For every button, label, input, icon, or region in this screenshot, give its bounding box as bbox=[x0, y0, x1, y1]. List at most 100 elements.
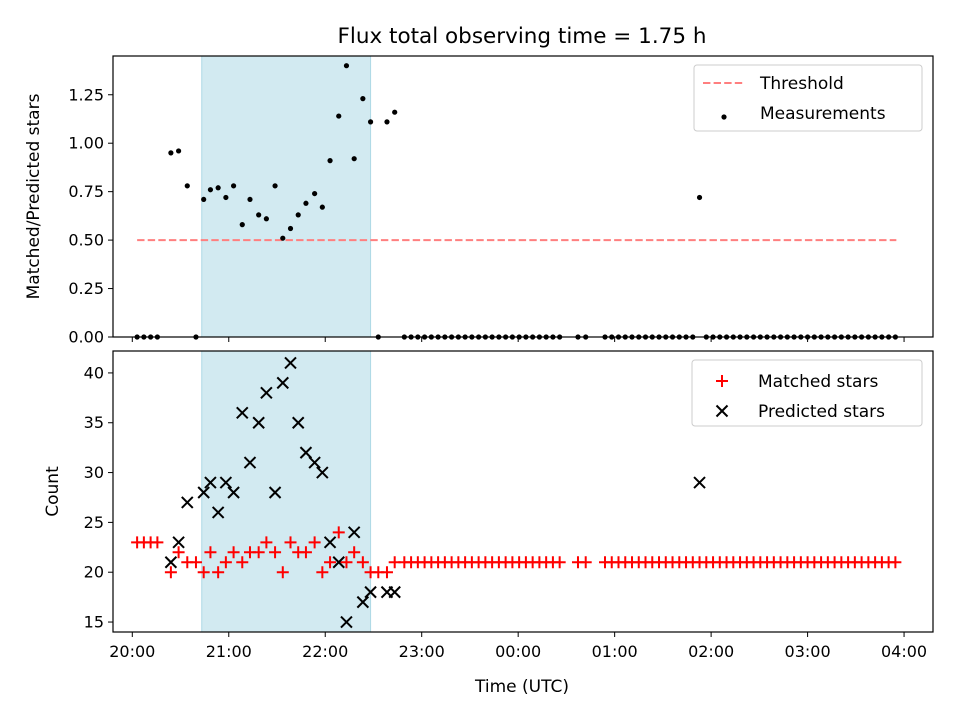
y-axis-label: Count bbox=[43, 466, 63, 517]
matched-star-point bbox=[172, 546, 185, 559]
measurement-point bbox=[223, 194, 229, 201]
predicted-star-point bbox=[276, 376, 289, 390]
legend-label: Measurements bbox=[760, 104, 886, 124]
predicted-star-point bbox=[693, 476, 706, 489]
measurement-point bbox=[312, 190, 318, 197]
measurement-point bbox=[384, 119, 390, 125]
x-tick-label: 23:00 bbox=[399, 642, 445, 661]
predicted-star-point bbox=[204, 476, 217, 489]
measurement-point bbox=[184, 183, 190, 189]
axes-frame bbox=[112, 350, 934, 633]
measurement-point bbox=[272, 183, 278, 189]
x-tick-label: 22:00 bbox=[302, 642, 348, 661]
y-tick-label: 40 bbox=[84, 363, 104, 382]
matched-star-point bbox=[284, 536, 297, 549]
shaded-span bbox=[201, 55, 372, 338]
x-tick-label: 03:00 bbox=[785, 642, 831, 661]
matched-star-point bbox=[204, 546, 217, 559]
matched-star-point bbox=[212, 566, 225, 579]
matched-star-point bbox=[889, 556, 902, 569]
x-axis-label: Time (UTC) bbox=[474, 677, 569, 697]
y-tick-label: 15 bbox=[84, 613, 104, 632]
y-tick-label: 0.00 bbox=[68, 328, 104, 347]
matched-star-point bbox=[553, 556, 566, 569]
series-matched-stars bbox=[131, 526, 902, 579]
matched-star-point bbox=[151, 536, 164, 549]
measurement-point bbox=[230, 183, 237, 189]
matched-star-point bbox=[164, 566, 177, 579]
predicted-star-point bbox=[252, 416, 265, 429]
measurement-point bbox=[247, 196, 253, 203]
predicted-star-point bbox=[284, 356, 297, 370]
predicted-star-point bbox=[340, 615, 353, 629]
x-tick-label: 21:00 bbox=[206, 642, 252, 661]
legend-measurement-marker bbox=[721, 114, 727, 120]
matched-star-point bbox=[348, 546, 361, 559]
measurement-point bbox=[696, 194, 703, 201]
predicted-star-point bbox=[227, 486, 240, 499]
predicted-star-point bbox=[347, 526, 361, 539]
measurement-point bbox=[327, 158, 333, 164]
y-tick-label: 0.75 bbox=[68, 182, 104, 201]
measurement-point bbox=[201, 196, 207, 203]
predicted-star-point bbox=[211, 506, 225, 519]
predicted-star-point bbox=[181, 496, 194, 509]
predicted-star-point bbox=[260, 386, 273, 400]
predicted-star-point bbox=[236, 406, 249, 419]
x-tick-label: 20:00 bbox=[109, 642, 155, 661]
legend: Threshold Measurements bbox=[693, 64, 923, 132]
matched-star-point bbox=[227, 546, 240, 559]
measurement-point bbox=[215, 185, 221, 191]
y-tick-label: 1.00 bbox=[68, 134, 104, 153]
shaded-span bbox=[201, 350, 372, 633]
predicted-star-point bbox=[268, 486, 282, 499]
predicted-star-point bbox=[308, 456, 321, 469]
legend-box bbox=[693, 64, 923, 132]
predicted-star-point bbox=[364, 585, 377, 599]
matched-star-point bbox=[308, 536, 321, 549]
matched-star-point bbox=[219, 556, 232, 569]
legend-predicted-marker bbox=[715, 404, 729, 418]
matched-star-point bbox=[316, 566, 329, 579]
counts-panel: 20:00 21:00 22:00 23:00 00:00 01:00 02:00 03:00… bbox=[43, 350, 934, 661]
matched-star-point bbox=[260, 536, 273, 549]
legend: Matched stars Predicted stars bbox=[691, 359, 923, 427]
measurement-point bbox=[319, 204, 325, 210]
predicted-star-point bbox=[332, 556, 345, 569]
predicted-star-point bbox=[299, 446, 313, 459]
y-tick-label: 0.25 bbox=[68, 279, 104, 298]
measurement-point bbox=[336, 113, 342, 119]
legend-label: Threshold bbox=[759, 74, 844, 94]
y-axis-label: Matched/Predicted stars bbox=[24, 93, 44, 299]
legend-label: Predicted stars bbox=[758, 402, 885, 422]
measurements-panel: 0.00 0.25 0.50 0.75 1.00 1.25 Matched/Predicte… bbox=[24, 55, 934, 347]
x-tick-label: 00:00 bbox=[495, 642, 541, 661]
predicted-star-point bbox=[172, 536, 185, 549]
series-predicted-stars bbox=[164, 356, 706, 629]
matched-star-point bbox=[340, 556, 353, 569]
measurement-point bbox=[303, 200, 309, 206]
matched-star-point bbox=[269, 546, 282, 559]
predicted-star-point bbox=[292, 416, 305, 429]
measurement-point bbox=[256, 212, 262, 218]
predicted-star-point bbox=[164, 556, 178, 569]
matched-star-point bbox=[324, 556, 337, 569]
y-tick-label: 1.25 bbox=[68, 85, 104, 104]
x-tick-label: 04:00 bbox=[881, 642, 927, 661]
matched-star-point bbox=[579, 556, 592, 569]
predicted-star-point bbox=[219, 476, 233, 489]
matched-star-point bbox=[252, 546, 265, 559]
y-tick-label: 25 bbox=[84, 513, 104, 532]
legend-matched-marker bbox=[716, 375, 728, 387]
measurement-point bbox=[239, 222, 245, 228]
measurement-point bbox=[360, 96, 366, 102]
y-tick-label: 20 bbox=[84, 563, 104, 582]
matched-star-point bbox=[197, 566, 210, 579]
measurement-point bbox=[176, 148, 182, 154]
axes-frame bbox=[112, 55, 934, 338]
matched-star-point bbox=[236, 556, 249, 569]
y-tick-label: 0.50 bbox=[68, 231, 104, 250]
measurement-point bbox=[287, 225, 294, 232]
predicted-star-point bbox=[356, 595, 370, 609]
